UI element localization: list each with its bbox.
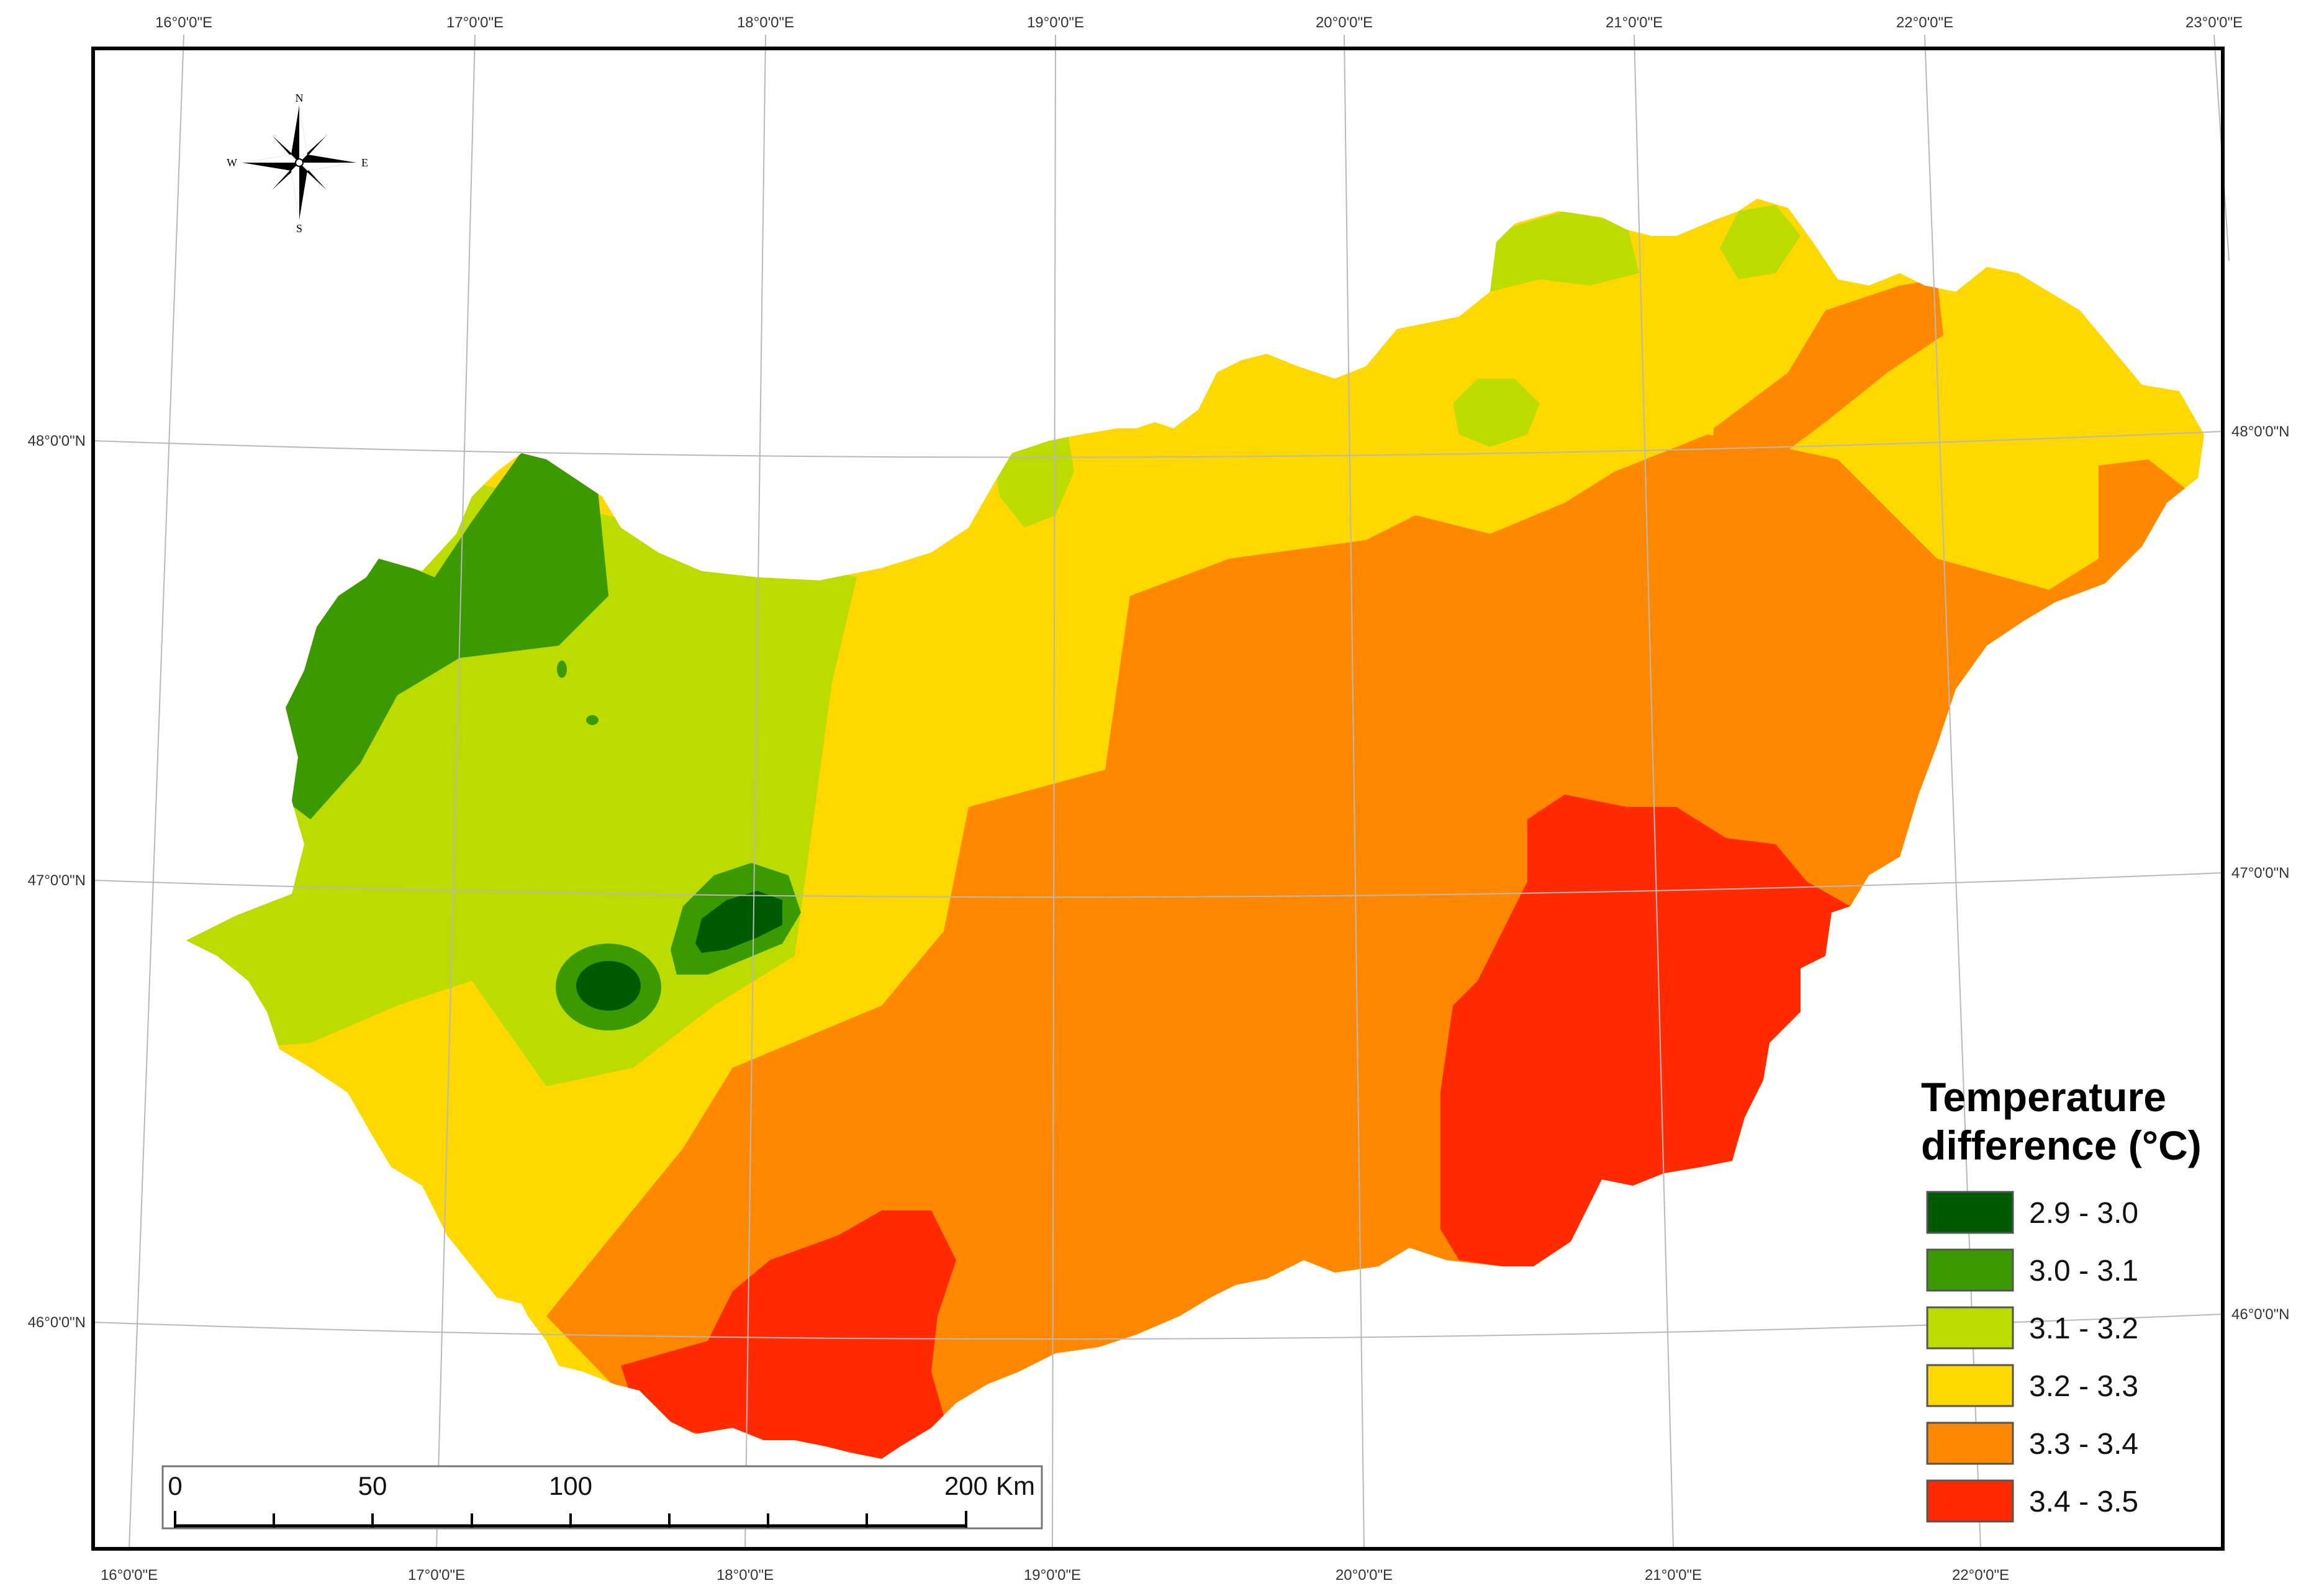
- lon-label-top: 19°0'0"E: [1027, 14, 1084, 31]
- legend-swatch: [1926, 1422, 2014, 1465]
- meridian-20e: [1344, 34, 1365, 1549]
- lat-label-left: 48°0'0"N: [28, 433, 86, 449]
- scale-label-200: 200: [944, 1471, 988, 1500]
- legend-label: 3.0 - 3.1: [2029, 1255, 2138, 1287]
- legend-swatch: [1926, 1248, 2014, 1292]
- lon-label-top: 20°0'0"E: [1316, 14, 1373, 31]
- legend: Temperature difference (°C) 2.9 - 3.0 3.0…: [1921, 1074, 2202, 1523]
- lon-label-bottom: 22°0'0"E: [1952, 1567, 2009, 1584]
- zone-3-0-3-1-northwest: [261, 435, 608, 819]
- legend-swatch: [1926, 1306, 2014, 1350]
- legend-swatch: [1926, 1479, 2014, 1523]
- lon-label-bottom: 18°0'0"E: [716, 1567, 774, 1584]
- lat-label-right: 48°0'0"N: [2231, 423, 2289, 440]
- legend-swatch: [1926, 1364, 2014, 1407]
- legend-swatch: [1926, 1191, 2014, 1234]
- scale-bar: 0 50 100 200 Km: [161, 1465, 1043, 1530]
- meridian-18e: [744, 34, 766, 1549]
- legend-label: 3.3 - 3.4: [2029, 1428, 2138, 1461]
- scale-label-50: 50: [358, 1471, 387, 1500]
- compass-highlight-icon: [299, 106, 307, 163]
- lat-label-left: 46°0'0"N: [28, 1314, 86, 1331]
- lat-label-right: 46°0'0"N: [2231, 1306, 2289, 1323]
- compass-w-label: W: [227, 156, 237, 169]
- zone-3-1-3-2-north-1: [1465, 211, 1639, 292]
- legend-title-line-2: difference (°C): [1921, 1122, 2202, 1168]
- legend-items: 2.9 - 3.0 3.0 - 3.1 3.1 - 3.2 3.2 - 3.3 3.3 …: [1926, 1191, 2138, 1523]
- parallel-48n: [93, 431, 2223, 458]
- legend-label: 2.9 - 3.0: [2029, 1197, 2138, 1230]
- legend-label: 3.4 - 3.5: [2029, 1486, 2138, 1518]
- parallel-46n: [93, 1314, 2223, 1340]
- compass-s-label: S: [296, 222, 302, 235]
- map-frame: [91, 47, 2225, 1551]
- compass-highlight-icon: [299, 163, 356, 171]
- lon-labels-top: 16°0'0"E 17°0'0"E 18°0'0"E 19°0'0"E 20°0…: [155, 14, 2243, 31]
- zone-2-9-3-0-spot-a: [576, 961, 641, 1011]
- compass-highlight-icon: [242, 155, 299, 163]
- lat-label-left: 47°0'0"N: [28, 872, 86, 889]
- north-arrow: N S E W: [227, 92, 368, 235]
- lon-label-bottom: 19°0'0"E: [1024, 1567, 1081, 1584]
- lat-labels-right: 48°0'0"N 47°0'0"N 46°0'0"N: [2231, 423, 2289, 1323]
- zone-3-1-3-2-north-2: [1720, 205, 1801, 279]
- lat-label-right: 47°0'0"N: [2231, 865, 2289, 881]
- compass-e-label: E: [361, 156, 368, 169]
- meridian-19e: [1052, 34, 1056, 1549]
- meridian-21e: [1634, 34, 1674, 1549]
- scale-label-100: 100: [549, 1471, 592, 1500]
- lon-label-bottom: 16°0'0"E: [101, 1567, 158, 1584]
- meridian-22e: [1924, 34, 1981, 1549]
- lon-label-bottom: 20°0'0"E: [1336, 1567, 1393, 1584]
- zone-2-9-3-0-spot-b: [695, 891, 782, 953]
- legend-label: 3.2 - 3.3: [2029, 1370, 2138, 1403]
- compass-highlight-icon: [291, 163, 299, 220]
- lon-label-top: 17°0'0"E: [446, 14, 504, 31]
- scale-unit-label: Km: [996, 1471, 1035, 1500]
- meridian-17e: [436, 34, 476, 1549]
- scale-bar-box: [161, 1465, 1043, 1530]
- lon-label-top: 21°0'0"E: [1606, 14, 1663, 31]
- compass-n-label: N: [296, 92, 304, 104]
- lon-label-top: 18°0'0"E: [737, 14, 794, 31]
- legend-title-line-1: Temperature: [1921, 1074, 2166, 1120]
- zone-3-4-3-5-southeast: [1440, 795, 1850, 1266]
- parallel-47n: [93, 872, 2223, 898]
- legend-label: 3.1 - 3.2: [2029, 1312, 2138, 1345]
- lon-labels-bottom: 16°0'0"E 17°0'0"E 18°0'0"E 19°0'0"E 20°0…: [101, 1567, 2009, 1584]
- lon-label-bottom: 21°0'0"E: [1645, 1567, 1702, 1584]
- lon-label-top: 16°0'0"E: [155, 14, 212, 31]
- lon-label-top: 23°0'0"E: [2186, 14, 2243, 31]
- zone-3-1-3-2-north-3: [1453, 379, 1540, 447]
- zone-3-0-3-1-dot-2: [586, 715, 599, 725]
- lat-labels-left: 48°0'0"N 47°0'0"N 46°0'0"N: [28, 433, 86, 1331]
- zone-3-0-3-1-dot-1: [557, 660, 567, 678]
- lon-label-top: 22°0'0"E: [1896, 14, 1953, 31]
- graticule: [93, 34, 2230, 1549]
- zone-3-3-3-4-northeast: [1714, 279, 1943, 497]
- lon-label-bottom: 17°0'0"E: [408, 1567, 465, 1584]
- compass-center-icon: [295, 158, 304, 167]
- scale-label-0: 0: [168, 1471, 182, 1500]
- meridian-16e: [129, 34, 184, 1549]
